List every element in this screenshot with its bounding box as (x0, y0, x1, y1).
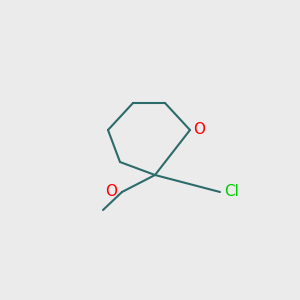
Text: Cl: Cl (224, 184, 239, 200)
Text: O: O (105, 184, 117, 200)
Text: O: O (193, 122, 205, 137)
